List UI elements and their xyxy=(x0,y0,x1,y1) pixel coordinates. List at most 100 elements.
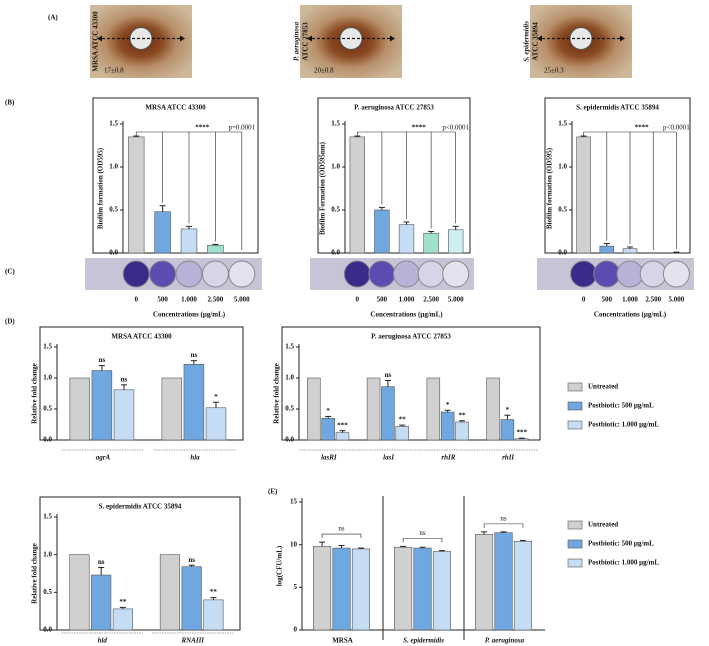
y-tick-label: 1.5 xyxy=(43,513,52,521)
y-tick-label: 0.0 xyxy=(109,249,118,257)
significance: * xyxy=(446,401,450,409)
x-axis-label: Concentrations (μg/mL) xyxy=(370,311,443,319)
strain-label: P. aeruginosa xyxy=(293,21,301,61)
chart-frame xyxy=(317,97,471,254)
y-tick-label: 0.0 xyxy=(43,626,52,634)
strain-label: ATCC 27853 xyxy=(302,22,310,61)
significance: *** xyxy=(337,421,348,429)
legend-label: Postbiotic: 1.000 μg/mL xyxy=(588,559,659,567)
y-tick-label: 10 xyxy=(290,540,298,548)
chart-title: P. aeruginosa ATCC 27853 xyxy=(371,333,451,341)
y-tick-label: 0.0 xyxy=(331,249,340,257)
bar xyxy=(335,432,350,441)
strain-label: ATCC 35894 xyxy=(532,22,540,61)
chart-frame xyxy=(39,496,241,631)
bar xyxy=(154,211,171,254)
plate-well xyxy=(149,260,177,288)
y-tick-label: 0.0 xyxy=(558,249,567,257)
x-tick-label: lasI xyxy=(383,454,394,462)
bar xyxy=(127,136,145,254)
y-tick-label: 1.0 xyxy=(558,163,567,171)
bar xyxy=(455,421,469,441)
plate-well xyxy=(201,260,229,288)
bar xyxy=(113,389,135,441)
y-axis-label: Relative fold change xyxy=(273,363,281,424)
bar xyxy=(91,574,112,631)
y-axis-label: Biofilm formation (OD595) xyxy=(97,147,105,229)
legend-label: Postbiotic: 500 μg/mL xyxy=(588,402,654,410)
x-tick-label: MRSA xyxy=(332,637,353,645)
x-tick-label: 0 xyxy=(134,296,138,304)
y-tick-label: 0.0 xyxy=(285,436,294,444)
y-tick-label: 1.5 xyxy=(109,120,118,128)
y-tick-label: 0.5 xyxy=(558,206,567,214)
significance: ns xyxy=(500,514,507,522)
bar xyxy=(576,136,591,254)
chart-title: S. epidermidis ATCC 35894 xyxy=(99,503,182,511)
plate-well xyxy=(616,260,644,288)
y-tick-label: 0.0 xyxy=(43,436,52,444)
bar xyxy=(398,224,415,254)
bar xyxy=(423,232,439,254)
bar xyxy=(321,417,335,441)
bar xyxy=(432,551,452,631)
y-tick-label: 1.5 xyxy=(558,120,567,128)
bracket xyxy=(321,533,362,539)
zone-value: 17±0.8 xyxy=(104,67,124,75)
y-tick-label: 1.0 xyxy=(43,374,52,382)
y-tick-label: 0.5 xyxy=(285,405,294,413)
significance: ** xyxy=(119,598,127,606)
panel-label: (B) xyxy=(5,99,15,107)
chart-frame xyxy=(92,97,259,254)
x-tick-label: 1.000 xyxy=(399,296,415,304)
x-tick-label: 5.000 xyxy=(669,296,685,304)
bar xyxy=(159,554,181,631)
x-tick-label: 2.500 xyxy=(423,296,439,304)
x-tick-label: hla xyxy=(190,454,200,462)
bar xyxy=(394,546,413,631)
legend-swatch xyxy=(567,558,583,568)
significance: * xyxy=(326,407,330,415)
significance: ns xyxy=(99,356,106,364)
bar xyxy=(205,407,227,441)
strain-label: MRSA ATCC 43300 xyxy=(92,11,100,72)
plate-well xyxy=(662,260,690,288)
plate-well xyxy=(593,260,621,288)
x-axis-label: Concentrations (μg/mL) xyxy=(594,311,667,319)
bar xyxy=(161,377,183,441)
panel-label: (D) xyxy=(5,318,15,326)
x-tick-label: 2.500 xyxy=(645,296,661,304)
x-tick-label: 500 xyxy=(157,296,168,304)
strain-label: S. epidermidis xyxy=(523,21,531,62)
plate-well xyxy=(175,260,203,288)
y-tick-label: 0.5 xyxy=(43,588,52,596)
bar xyxy=(112,608,133,631)
significance: **** xyxy=(195,124,210,132)
bar xyxy=(203,599,224,631)
bar xyxy=(475,534,494,631)
y-tick-label: 1.0 xyxy=(331,163,340,171)
x-tick-label: 500 xyxy=(602,296,613,304)
x-tick-label: S. epidermidis xyxy=(403,637,444,645)
bar xyxy=(622,248,638,254)
x-tick-label: rhIR xyxy=(441,454,455,462)
y-tick-label: 15 xyxy=(290,498,298,506)
y-axis-label: Biofilm Formation (OD595nm) xyxy=(319,141,327,235)
legend-swatch xyxy=(567,401,583,411)
bar xyxy=(366,377,381,441)
chart-title: S. epidermidis ATCC 35894 xyxy=(576,104,659,112)
y-tick-label: 1.0 xyxy=(285,374,294,382)
chart-title: P. aeruginosa ATCC 27853 xyxy=(354,104,434,112)
x-tick-label: 0 xyxy=(356,296,360,304)
bar xyxy=(448,229,464,254)
bracket xyxy=(402,538,443,543)
legend-label: Untreated xyxy=(588,521,618,529)
significance: ** xyxy=(458,411,466,419)
y-tick-label: 0 xyxy=(294,626,298,634)
panel-label: (A) xyxy=(48,14,58,22)
legend-swatch xyxy=(567,520,583,530)
plate-well xyxy=(368,260,396,288)
bar xyxy=(486,377,500,441)
y-axis-label: log(CFU/mL) xyxy=(276,545,284,586)
